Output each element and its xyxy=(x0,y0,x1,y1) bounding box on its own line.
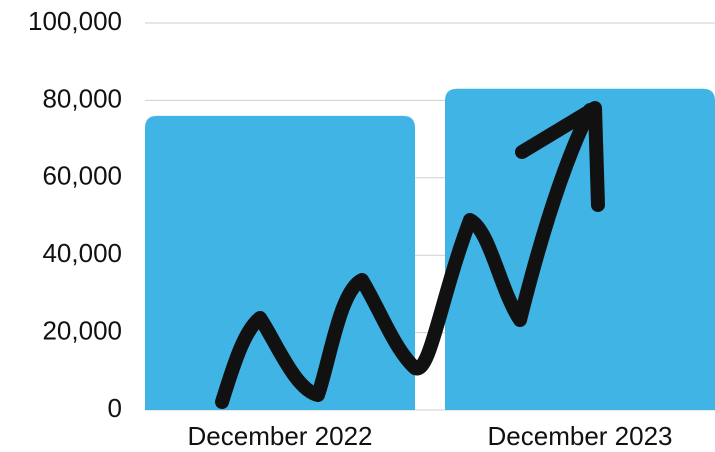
x-tick-label: December 2022 xyxy=(188,421,373,451)
y-tick-label: 60,000 xyxy=(42,161,122,191)
y-tick-label: 80,000 xyxy=(42,83,122,113)
y-tick-label: 100,000 xyxy=(28,6,122,36)
bars xyxy=(145,88,715,410)
bar xyxy=(145,115,415,410)
y-tick-label: 40,000 xyxy=(42,238,122,268)
y-tick-label: 20,000 xyxy=(42,315,122,345)
x-tick-label: December 2023 xyxy=(488,421,673,451)
bar xyxy=(445,88,715,410)
y-tick-label: 0 xyxy=(108,393,122,423)
arrow-decoration xyxy=(215,101,605,409)
